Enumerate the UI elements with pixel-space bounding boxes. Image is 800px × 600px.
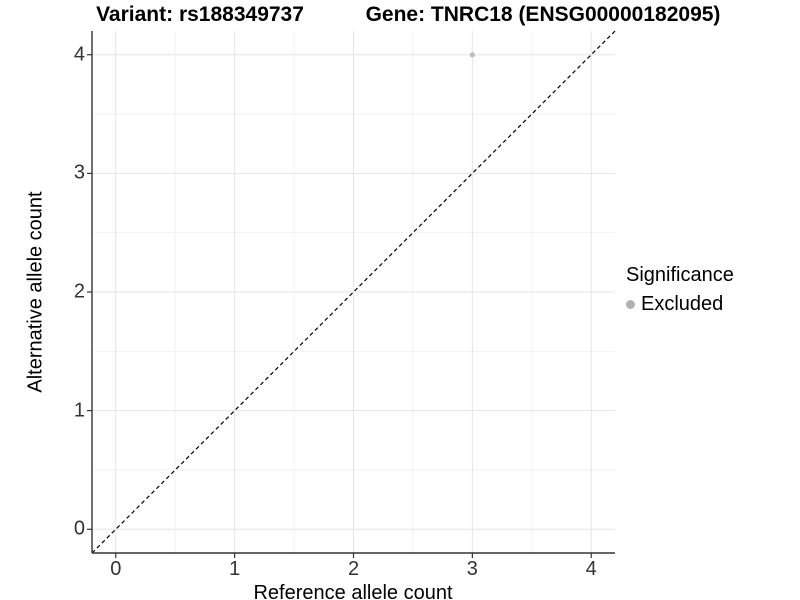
y-tick-label: 4: [73, 43, 85, 66]
legend: Significance Excluded: [626, 264, 734, 316]
y-tick-label: 1: [73, 399, 85, 422]
y-tick-label: 2: [73, 280, 85, 303]
x-tick-label: 2: [347, 558, 360, 580]
x-tick-label: 4: [585, 558, 597, 580]
y-axis-title: Alternative allele count: [24, 191, 47, 393]
legend-entry-label: Excluded: [641, 293, 724, 315]
x-tick-label: 3: [466, 558, 478, 580]
y-tick-label: 3: [73, 161, 85, 184]
legend-title: Significance: [626, 264, 734, 286]
x-axis-title: Reference allele count: [253, 582, 453, 600]
data-point: [469, 52, 475, 58]
legend-point-swatch-icon: [626, 300, 635, 309]
x-tick-label: 1: [229, 558, 241, 580]
x-tick-label: 0: [110, 558, 122, 580]
y-tick-label: 0: [73, 517, 85, 540]
plot-title-variant: Variant: rs188349737: [96, 3, 304, 26]
plot-title-gene: Gene: TNRC18 (ENSG00000182095): [365, 3, 721, 26]
legend-entry: Excluded: [626, 293, 734, 316]
